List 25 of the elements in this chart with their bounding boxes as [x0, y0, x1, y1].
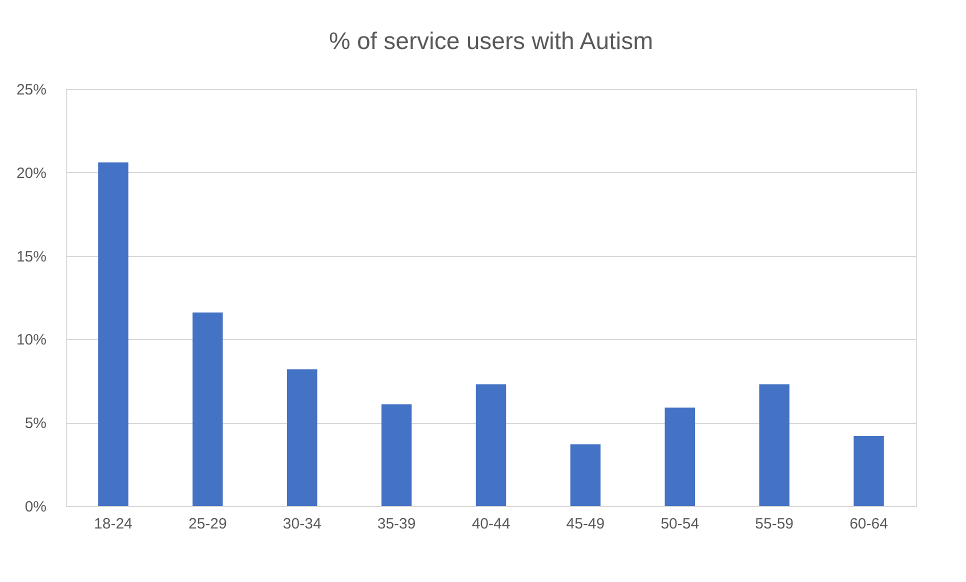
- y-tick-label: 10%: [16, 332, 46, 349]
- bar: [854, 436, 884, 506]
- bar: [287, 369, 318, 506]
- x-tick-label: 18-24: [94, 516, 132, 532]
- x-tick-label: 50-54: [660, 516, 700, 532]
- x-tick-label: 30-34: [282, 516, 322, 532]
- x-tick-label: 25-29: [188, 516, 227, 532]
- y-tick-label: 20%: [16, 164, 46, 182]
- y-tick-label: 0%: [24, 498, 46, 516]
- bar: [476, 384, 506, 506]
- x-tick-label: 40-44: [472, 516, 510, 532]
- bar: [381, 404, 412, 506]
- y-tick-label: 5%: [24, 415, 46, 432]
- x-tick-label: 45-49: [566, 516, 605, 532]
- bar: [570, 444, 601, 506]
- x-tick-label: 35-39: [377, 516, 416, 532]
- y-tick-label: 15%: [16, 248, 46, 266]
- bar: [192, 312, 223, 506]
- bar: [759, 384, 790, 506]
- x-tick-label: 55-59: [755, 516, 794, 532]
- bar: [98, 162, 128, 506]
- x-tick-label: 60-64: [850, 516, 888, 532]
- chart-title: % of service users with Autism: [328, 28, 654, 55]
- y-tick-label: 25%: [16, 82, 46, 98]
- bar: [664, 408, 695, 506]
